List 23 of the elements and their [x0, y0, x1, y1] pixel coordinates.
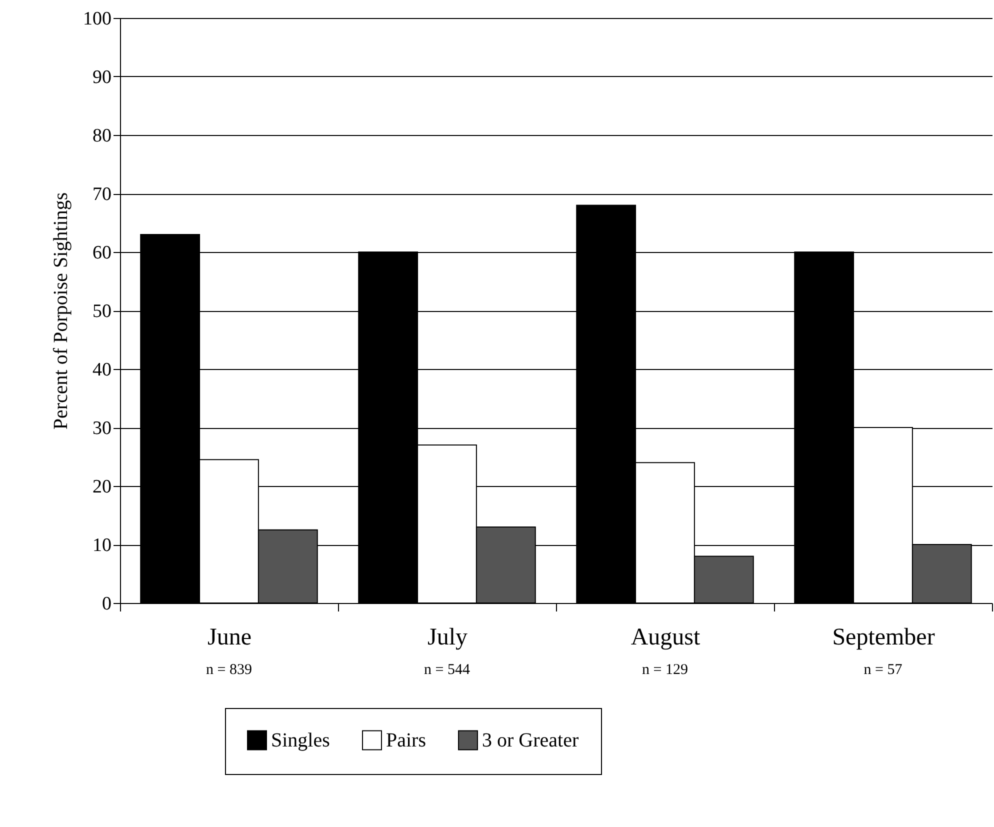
x-tick-label: July — [427, 624, 468, 650]
y-tick-label: 20 — [92, 476, 112, 498]
y-tick-label: 70 — [92, 184, 112, 205]
y-axis-title: Percent of Porpoise Sightings — [50, 192, 72, 430]
y-tick-label: 90 — [92, 67, 112, 88]
x-tick-label: August — [630, 624, 700, 650]
text: n = 544 — [424, 662, 470, 678]
y-tick-label: 0 — [102, 594, 112, 614]
y-tick-label: 50 — [92, 301, 112, 322]
y-tick-label: 40 — [92, 360, 112, 380]
y-tick-label: 10 — [92, 535, 112, 556]
text: n = 839 — [206, 662, 252, 678]
legend-label: 3 or Greater — [482, 729, 579, 752]
y-tick-label: 100 — [83, 8, 112, 30]
x-tick-label: September — [832, 624, 935, 650]
x-tick-label: June — [208, 624, 252, 650]
text: n = 57 — [864, 662, 903, 678]
y-tick-label: 60 — [92, 242, 112, 264]
y-tick-label: 30 — [92, 418, 112, 439]
text: n = 129 — [642, 662, 688, 678]
legend-label: Pairs — [386, 729, 426, 752]
y-tick-label: 80 — [92, 126, 112, 146]
legend-label: Singles — [271, 729, 330, 752]
